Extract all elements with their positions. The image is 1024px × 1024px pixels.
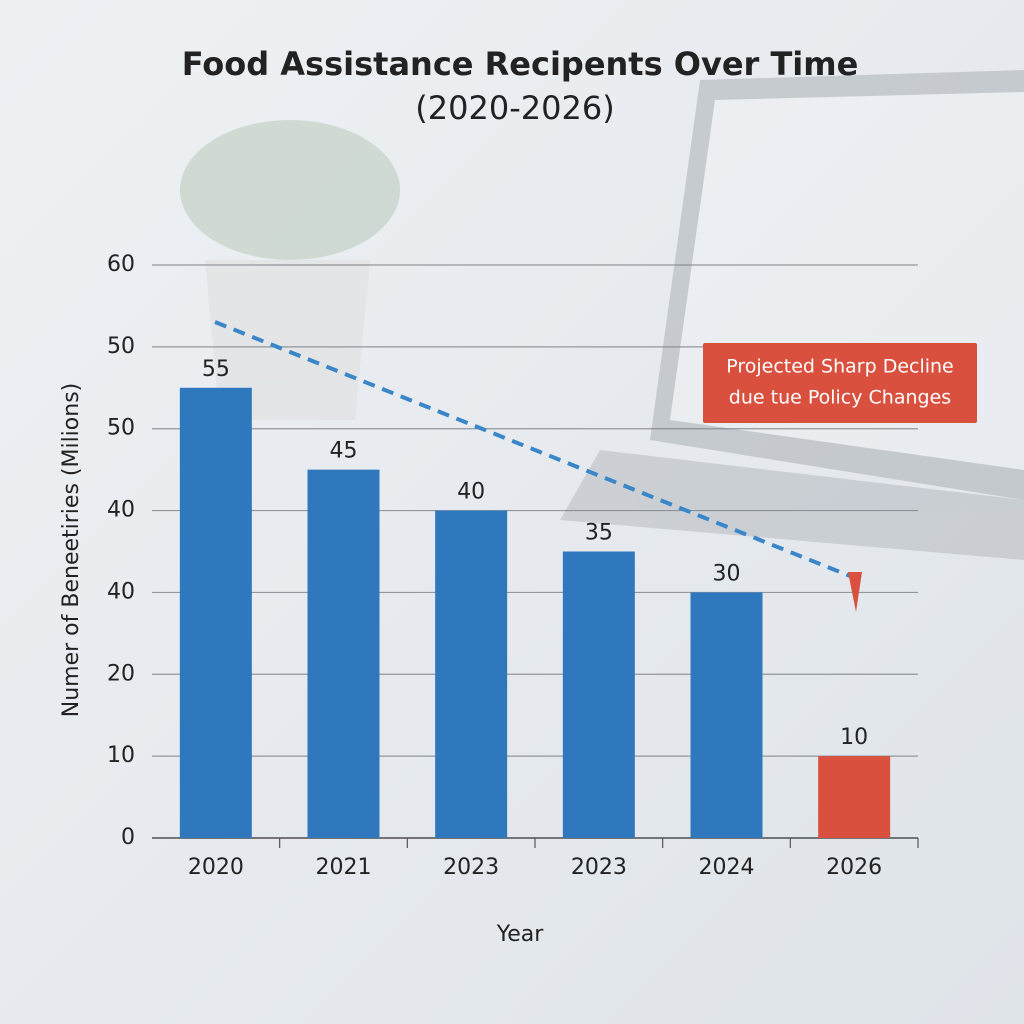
annotation-text: Projected Sharp Decline	[726, 356, 954, 378]
bar	[818, 756, 891, 838]
bar	[307, 469, 380, 838]
x-tick-label: 2023	[443, 855, 499, 880]
y-tick-label: 0	[121, 825, 135, 850]
data-label: 10	[840, 725, 868, 750]
y-tick-label: 10	[107, 743, 135, 768]
y-tick-label: 50	[107, 334, 135, 359]
y-tick-label: 20	[107, 661, 135, 686]
data-label: 40	[457, 480, 485, 505]
y-tick-label: 50	[107, 416, 135, 441]
x-tick-label: 2023	[571, 855, 627, 880]
annotation-box	[703, 343, 977, 423]
x-tick-label: 2024	[699, 855, 755, 880]
x-axis-label: Year	[496, 922, 545, 947]
bar	[690, 592, 763, 838]
y-tick-label: 60	[107, 252, 135, 277]
bar	[179, 387, 252, 838]
plot-area: 0 10 20 40 40 50 50 60 2020 55 2021 45 2023 40 2023 35 2…	[107, 252, 919, 880]
bar	[435, 510, 508, 838]
trend-arrow	[848, 572, 862, 612]
y-tick-label: 40	[107, 579, 135, 604]
data-label: 35	[585, 521, 613, 546]
data-label: 55	[202, 357, 230, 382]
annotation-text: due tue Policy Changes	[729, 387, 951, 409]
chart-title: Food Assistance Recipents Over Time	[182, 45, 859, 83]
y-axis-label: Numer of Beneetiries (Milions)	[59, 383, 84, 717]
chart-subtitle: (2020-2026)	[415, 89, 614, 127]
data-label: 30	[713, 561, 741, 586]
x-tick-label: 2020	[188, 855, 244, 880]
data-label: 45	[330, 439, 358, 464]
trend-line	[214, 320, 851, 578]
x-tick-label: 2021	[316, 855, 372, 880]
y-tick-label: 40	[107, 498, 135, 523]
x-tick-label: 2026	[826, 855, 882, 880]
bar	[562, 551, 635, 838]
